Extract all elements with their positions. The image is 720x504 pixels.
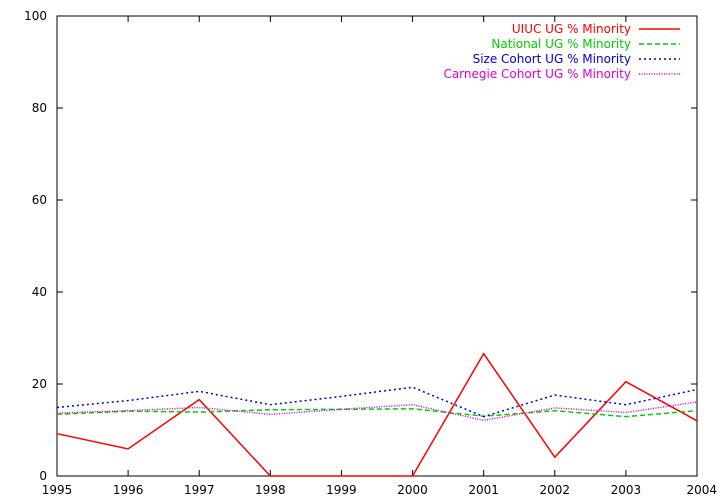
series-line-4 [56,401,698,422]
series-line-2 [56,408,698,418]
y-tick-label: 80 [32,101,47,115]
x-tick-label: 1997 [184,483,215,497]
series-line-1 [56,352,698,477]
x-tick-label: 1995 [42,483,73,497]
legend-label-1: UIUC UG % Minority [512,22,631,36]
legend-label-2: National UG % Minority [491,37,631,51]
axis-ticks: 0 20 40 60 80 100 1995 1996 1997 1998 1999 2000 2001… [24,9,717,497]
y-tick-label: 100 [24,9,47,23]
y-tick-label: 20 [32,377,47,391]
x-tick-label: 1999 [326,483,357,497]
legend-label-4: Carnegie Cohort UG % Minority [443,67,631,81]
series-line-3 [56,386,698,418]
series-lines [56,352,698,477]
x-tick-label: 2000 [397,483,428,497]
x-tick-label: 2004 [686,483,717,497]
x-tick-label: 1996 [113,483,144,497]
x-tick-label: 1998 [255,483,286,497]
x-tick-label: 2001 [468,483,499,497]
y-tick-label: 40 [32,285,47,299]
legend-label-3: Size Cohort UG % Minority [473,52,631,66]
y-tick-label: 60 [32,193,47,207]
x-tick-label: 2003 [611,483,642,497]
x-tick-label: 2002 [540,483,571,497]
y-tick-label: 0 [39,469,47,483]
